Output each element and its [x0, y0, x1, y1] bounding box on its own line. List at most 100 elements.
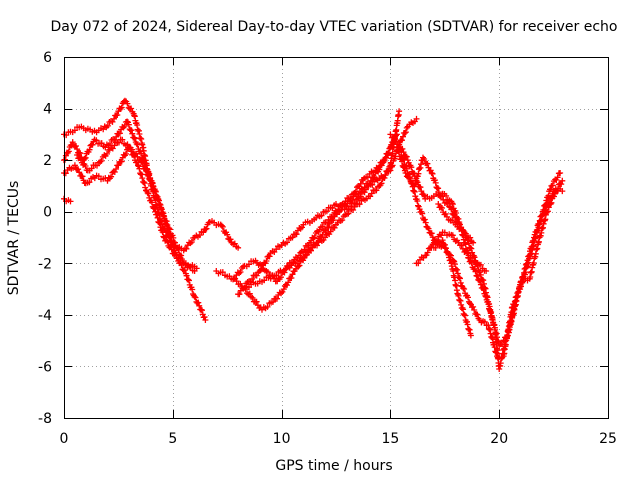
data-point	[170, 234, 177, 241]
data-point	[266, 253, 273, 260]
x-tick-label: 20	[490, 431, 508, 447]
data-point	[123, 150, 129, 157]
data-point	[196, 302, 203, 309]
data-point	[421, 192, 428, 199]
data-point	[462, 230, 469, 237]
data-point	[67, 198, 74, 205]
chart-title: Day 072 of 2024, Sidereal Day-to-day VTE…	[51, 19, 618, 35]
x-axis-label: GPS time / hours	[275, 458, 392, 474]
data-point	[455, 292, 462, 299]
data-point	[116, 130, 123, 137]
data-point	[188, 239, 195, 245]
data-point	[263, 258, 270, 264]
data-point	[183, 245, 190, 252]
data-point	[447, 257, 454, 264]
axis-ticks: 0 5 10 15 20 25 -8 -6 -4 -2 0 2 4 6	[38, 50, 617, 447]
data-point	[93, 137, 100, 144]
data-point	[425, 225, 432, 232]
data-point	[164, 238, 171, 245]
data-point	[477, 281, 484, 288]
data-point	[411, 188, 417, 195]
data-point	[98, 140, 105, 147]
data-point	[202, 317, 209, 323]
data-point	[224, 231, 231, 238]
data-point	[300, 253, 307, 260]
data-point	[403, 124, 410, 131]
data-point	[277, 274, 284, 281]
data-point	[471, 307, 478, 313]
data-point	[77, 155, 84, 162]
y-tick-label: -6	[38, 359, 52, 375]
data-point	[284, 282, 290, 289]
data-point	[396, 108, 403, 115]
data-point	[191, 293, 198, 300]
data-point	[399, 137, 405, 144]
data-point	[415, 202, 421, 209]
data-point	[398, 152, 405, 158]
data-point	[376, 163, 383, 170]
data-point	[293, 231, 300, 238]
data-point	[74, 146, 81, 153]
data-point	[65, 148, 72, 155]
data-point	[305, 242, 312, 249]
data-point	[462, 312, 468, 319]
data-point	[289, 234, 296, 241]
data-point	[160, 233, 167, 240]
data-point	[118, 158, 125, 165]
data-point	[540, 210, 547, 217]
data-point	[113, 133, 120, 140]
data-point	[400, 133, 406, 140]
data-point	[124, 118, 131, 125]
data-point	[553, 177, 560, 183]
data-point	[130, 151, 137, 158]
data-point	[88, 165, 95, 172]
data-point	[324, 219, 330, 226]
data-point	[541, 207, 548, 214]
data-point	[428, 230, 435, 237]
data-point	[522, 269, 529, 276]
data-point	[159, 229, 166, 235]
data-point	[559, 188, 566, 195]
data-point	[139, 159, 146, 166]
y-tick-label: 0	[43, 205, 52, 221]
data-point	[474, 273, 481, 280]
data-point	[458, 242, 465, 249]
data-point	[62, 170, 69, 177]
data-point	[468, 245, 475, 252]
data-point	[418, 161, 424, 168]
data-point	[237, 269, 244, 275]
data-point	[107, 140, 113, 147]
data-point	[89, 141, 96, 148]
series-track-i	[243, 108, 403, 291]
data-point	[125, 121, 132, 128]
data-point	[232, 275, 239, 282]
data-point	[369, 181, 376, 188]
data-point	[269, 299, 276, 305]
data-point	[181, 267, 188, 274]
data-point	[421, 216, 428, 223]
data-point	[406, 171, 413, 178]
data-point	[285, 279, 292, 286]
data-point	[414, 198, 421, 204]
data-point	[128, 148, 135, 155]
data-point	[273, 272, 280, 279]
data-point	[477, 261, 484, 268]
data-point	[469, 254, 476, 261]
data-point	[471, 265, 478, 272]
data-point	[548, 194, 555, 201]
data-point	[131, 135, 138, 142]
data-point	[235, 244, 242, 251]
data-point	[383, 154, 389, 161]
data-point	[395, 148, 402, 155]
data-point	[345, 210, 352, 217]
data-point	[288, 275, 295, 281]
data-point	[331, 224, 338, 231]
data-point	[168, 246, 175, 253]
data-point	[481, 318, 488, 325]
data-point	[417, 184, 424, 191]
data-point	[310, 235, 317, 242]
data-point	[483, 268, 490, 274]
data-point	[474, 311, 481, 318]
data-point	[161, 215, 168, 222]
